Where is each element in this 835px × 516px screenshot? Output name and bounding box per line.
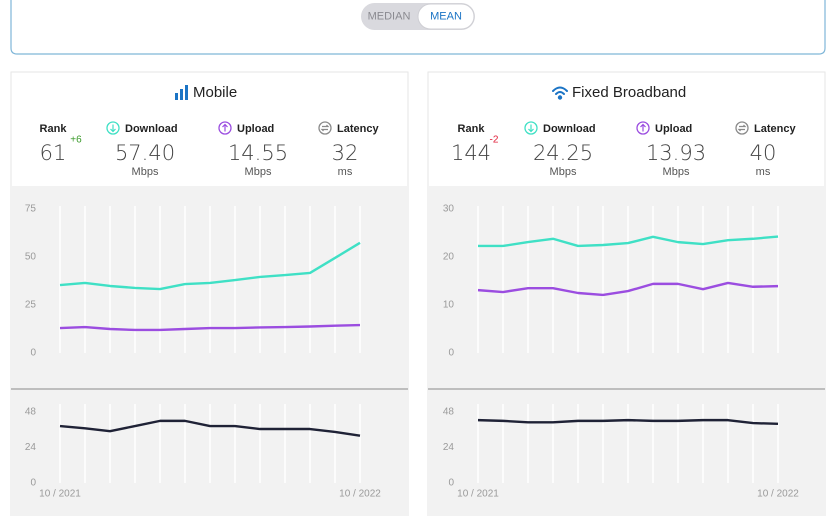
stat-unit: ms [338, 166, 353, 178]
y-tick-label: 0 [30, 348, 36, 359]
stat-unit: Mbps [132, 166, 159, 178]
x-tick-label: 10 / 2022 [339, 489, 381, 500]
stat-label: Rank [40, 123, 68, 135]
line-series [59, 241, 361, 291]
toggle-active [417, 3, 475, 30]
stat-icon-arrow [737, 124, 747, 132]
y-tick-label: 75 [25, 204, 37, 215]
stat-value: 32 [332, 141, 359, 165]
toggle-option[interactable]: MEAN [430, 10, 462, 22]
stat-label: Download [543, 123, 596, 135]
line-series [478, 235, 779, 248]
y-tick-label: 0 [448, 478, 454, 489]
panel-title: Fixed Broadband [572, 84, 686, 101]
stat-unit: ms [756, 166, 771, 178]
stat-value: 57.40 [115, 141, 175, 165]
y-tick-label: 30 [443, 204, 455, 215]
stat-label: Upload [237, 123, 274, 135]
stat-value: 40 [750, 141, 777, 165]
y-tick-label: 48 [443, 407, 455, 418]
y-tick-label: 10 [443, 300, 455, 311]
y-tick-label: 50 [25, 252, 37, 263]
stat-icon [524, 121, 538, 135]
stat-label: Latency [337, 123, 379, 135]
stat-value: 61 [40, 141, 67, 165]
stat-label: Download [125, 123, 178, 135]
stat-label: Upload [655, 123, 692, 135]
stat-unit: Mbps [245, 166, 272, 178]
stat-value: 13.93 [646, 141, 706, 165]
stat-value: 144 [451, 141, 491, 165]
stat-value: 24.25 [533, 141, 593, 165]
toggle-option[interactable]: MEDIAN [368, 10, 411, 22]
stat-icon [218, 121, 232, 135]
panel [427, 71, 826, 516]
signal-icon [175, 85, 188, 100]
line-series [477, 281, 779, 297]
stat-icon [735, 121, 749, 135]
stat-icon-arrow [320, 124, 330, 132]
chart-bg [428, 186, 825, 516]
stat-unit: Mbps [550, 166, 577, 178]
stat-icon-arrow [222, 123, 228, 132]
y-tick-label: 0 [448, 348, 454, 359]
rank-change: -2 [490, 135, 499, 146]
stat-icon-arrow [640, 123, 646, 132]
stat-unit: Mbps [663, 166, 690, 178]
line-series [59, 323, 361, 332]
y-tick-label: 25 [25, 300, 37, 311]
y-tick-label: 0 [30, 478, 36, 489]
x-tick-label: 10 / 2021 [457, 489, 499, 500]
stat-icon [636, 121, 650, 135]
stat-icon-arrow [528, 124, 534, 133]
stat-icon-arrow [110, 124, 116, 133]
stat-icon [106, 121, 120, 135]
y-tick-label: 48 [25, 407, 37, 418]
x-tick-label: 10 / 2021 [39, 489, 81, 500]
panel-title: Mobile [193, 84, 237, 101]
line-series [477, 418, 779, 426]
stat-label: Latency [754, 123, 796, 135]
rank-change: +6 [70, 135, 82, 146]
y-tick-label: 24 [25, 442, 37, 453]
x-tick-label: 10 / 2022 [757, 489, 799, 500]
stat-icon [318, 121, 332, 135]
stat-label: Rank [458, 123, 486, 135]
stat-value: 14.55 [228, 141, 288, 165]
y-tick-label: 24 [443, 442, 455, 453]
y-tick-label: 20 [443, 252, 455, 263]
line-series [59, 419, 361, 437]
wifi-icon [552, 86, 568, 100]
